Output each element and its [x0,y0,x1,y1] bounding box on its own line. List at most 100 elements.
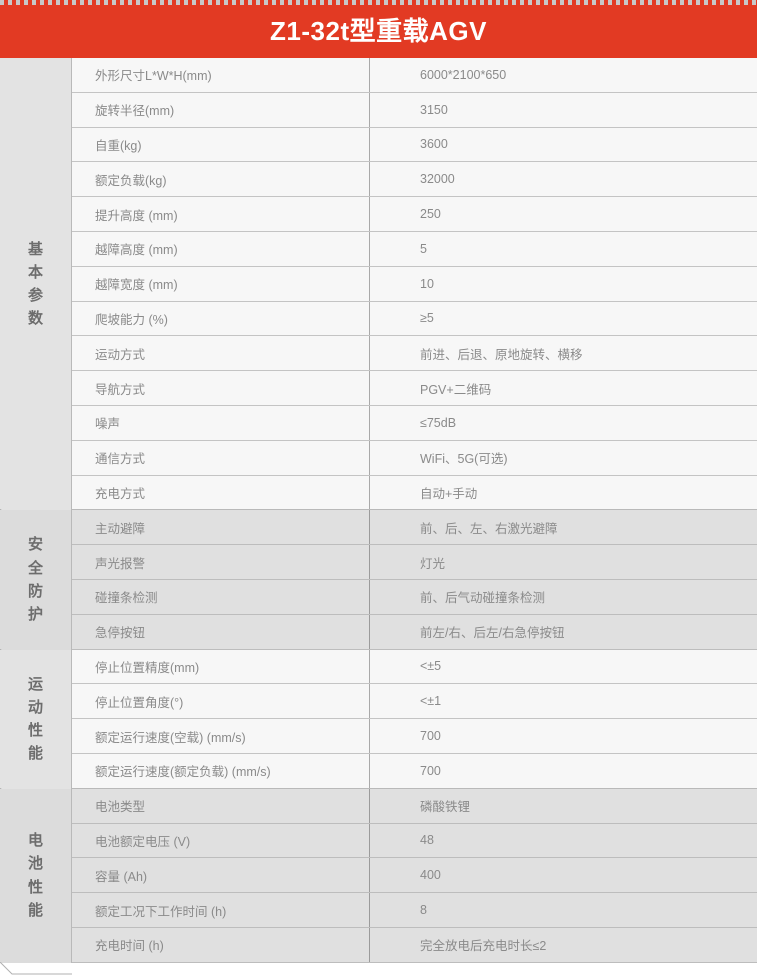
spec-parameter-name: 爬坡能力 (%) [72,301,370,336]
spec-parameter-value: 前进、后退、原地旋转、横移 [420,347,583,362]
product-header-banner: Z1-32t型重载AGV [0,0,757,58]
spec-parameter-value: <±5 [420,659,442,674]
table-row: 越障高度 (mm) 5 [72,231,757,267]
spec-parameter-value: 250 [420,207,441,222]
spec-parameter-name: 额定运行速度(空载) (mm/s) [72,719,370,753]
group-divider-chevron-icon [0,961,72,975]
spec-parameter-name: 容量 (Ah) [72,858,370,893]
spec-parameter-value: 前、后、左、右激光避障 [420,521,558,536]
spec-group: 电池性能 电池类型 磷酸铁锂电池额定电压 (V) 48 容量 (Ah) 400 额定工况下工… [0,788,757,975]
perforated-top-edge [0,0,757,5]
spec-parameter-name: 运动方式 [72,336,370,371]
spec-parameter-value: ≤75dB [420,415,457,430]
spec-parameter-name: 自重(kg) [72,127,370,162]
spec-group-label: 运动性能 [28,675,44,763]
spec-parameter-value: 自动+手动 [420,486,478,501]
spec-group-rows: 外形尺寸L*W*H(mm) 6000*2100*650 旋转半径(mm) 3150 自重… [72,58,757,511]
spec-parameter-value: 5 [420,241,427,256]
table-row: 越障宽度 (mm) 10 [72,266,757,302]
spec-parameter-name: 外形尺寸L*W*H(mm) [72,58,370,92]
spec-group-label-cell: 运动性能 [0,649,72,801]
spec-parameter-name: 越障宽度 (mm) [72,266,370,301]
table-row: 额定工况下工作时间 (h) 8 [72,893,757,928]
spec-parameter-value: 10 [420,276,434,291]
table-row: 碰撞条检测 前、后气动碰撞条检测 [72,579,757,615]
spec-parameter-value: 完全放电后充电时长≤2 [420,939,547,954]
spec-parameter-value: 灯光 [420,556,446,571]
spec-parameter-value: <±1 [420,694,442,709]
spec-parameter-value: 3600 [420,137,448,152]
spec-parameter-name: 停止位置精度(mm) [72,649,370,684]
table-row: 停止位置精度(mm) <±5 [72,649,757,685]
spec-group-label-cell: 安全防护 [0,510,72,662]
spec-parameter-value: 32000 [420,172,455,187]
table-row: 充电方式 自动+手动 [72,475,757,511]
spec-parameter-value: 700 [420,729,441,744]
spec-group-label: 电池性能 [28,832,44,919]
table-row: 停止位置角度(°) <±1 [72,684,757,720]
spec-group-label-cell: 电池性能 [0,788,72,975]
table-row: 充电时间 (h) 完全放电后充电时长≤2 [72,927,757,963]
spec-parameter-name: 停止位置角度(°) [72,684,370,719]
table-row: 主动避障 前、后、左、右激光避障 [72,510,757,546]
spec-parameter-value: ≥5 [420,311,434,326]
table-row: 旋转半径(mm) 3150 [72,92,757,128]
spec-parameter-value: 700 [420,763,441,778]
table-row: 电池类型 磷酸铁锂 [72,788,757,824]
spec-parameter-name: 碰撞条检测 [72,579,370,614]
spec-group: 安全防护 主动避障 前、后、左、右激光避障声光报警 灯光碰撞条检测 前、后气动碰撞条检测… [0,510,757,662]
spec-group-label-cell: 基本参数 [0,58,72,522]
table-row: 额定负载(kg) 32000 [72,162,757,198]
spec-group-label: 基本参数 [28,240,44,328]
specification-table: 基本参数 外形尺寸L*W*H(mm) 6000*2100*650 旋转半径(mm) 31… [0,58,757,975]
spec-parameter-value: 6000*2100*650 [420,67,507,82]
spec-parameter-name: 急停按钮 [72,614,370,649]
table-row: 通信方式 WiFi、5G(可选) [72,440,757,476]
spec-parameter-name: 越障高度 (mm) [72,231,370,266]
spec-parameter-value: 400 [420,868,441,883]
spec-parameter-value: 前左/右、后左/右急停按钮 [420,626,565,641]
table-row: 噪声 ≤75dB [72,405,757,441]
table-row: 电池额定电压 (V) 48 [72,823,757,859]
spec-group-label: 安全防护 [28,536,44,624]
table-row: 自重(kg) 3600 [72,127,757,163]
spec-parameter-name: 通信方式 [72,440,370,475]
spec-parameter-name: 提升高度 (mm) [72,197,370,231]
spec-parameter-name: 电池额定电压 (V) [72,823,370,858]
spec-parameter-value: 3150 [420,102,448,117]
spec-group-rows: 停止位置精度(mm) <±5 停止位置角度(°) <±1 额定运行速度(空载) (mm/… [72,649,757,789]
spec-parameter-name: 声光报警 [72,545,370,579]
table-row: 爬坡能力 (%) ≥5 [72,301,757,337]
spec-parameter-name: 旋转半径(mm) [72,92,370,127]
spec-parameter-name: 噪声 [72,405,370,440]
spec-group: 基本参数 外形尺寸L*W*H(mm) 6000*2100*650 旋转半径(mm) 31… [0,58,757,522]
table-row: 外形尺寸L*W*H(mm) 6000*2100*650 [72,58,757,93]
spec-parameter-name: 主动避障 [72,510,370,545]
table-row: 容量 (Ah) 400 [72,858,757,894]
spec-parameter-value: PGV+二维码 [420,382,492,397]
spec-parameter-value: 8 [420,903,427,918]
spec-parameter-name: 额定运行速度(额定负载) (mm/s) [72,753,370,788]
spec-parameter-value: WiFi、5G(可选) [420,452,508,467]
spec-parameter-name: 导航方式 [72,371,370,405]
spec-parameter-value: 48 [420,833,434,848]
spec-group-rows: 主动避障 前、后、左、右激光避障声光报警 灯光碰撞条检测 前、后气动碰撞条检测急停按钮… [72,510,757,650]
table-row: 急停按钮 前左/右、后左/右急停按钮 [72,614,757,650]
spec-parameter-value: 磷酸铁锂 [420,800,471,815]
spec-parameter-name: 充电时间 (h) [72,927,370,962]
table-row: 运动方式 前进、后退、原地旋转、横移 [72,336,757,372]
spec-parameter-value: 前、后气动碰撞条检测 [420,591,546,606]
table-row: 提升高度 (mm) 250 [72,197,757,232]
table-row: 额定运行速度(空载) (mm/s) 700 [72,719,757,754]
spec-parameter-name: 充电方式 [72,475,370,510]
spec-parameter-name: 电池类型 [72,788,370,823]
spec-parameter-name: 额定负载(kg) [72,162,370,197]
spec-parameter-name: 额定工况下工作时间 (h) [72,893,370,927]
table-row: 导航方式 PGV+二维码 [72,371,757,406]
page-title: Z1-32t型重载AGV [270,15,487,46]
spec-group: 运动性能 停止位置精度(mm) <±5 停止位置角度(°) <±1 额定运行速度(空载) … [0,649,757,801]
table-row: 声光报警 灯光 [72,545,757,580]
spec-group-rows: 电池类型 磷酸铁锂电池额定电压 (V) 48 容量 (Ah) 400 额定工况下工作时间 … [72,788,757,963]
table-row: 额定运行速度(额定负载) (mm/s) 700 [72,753,757,789]
